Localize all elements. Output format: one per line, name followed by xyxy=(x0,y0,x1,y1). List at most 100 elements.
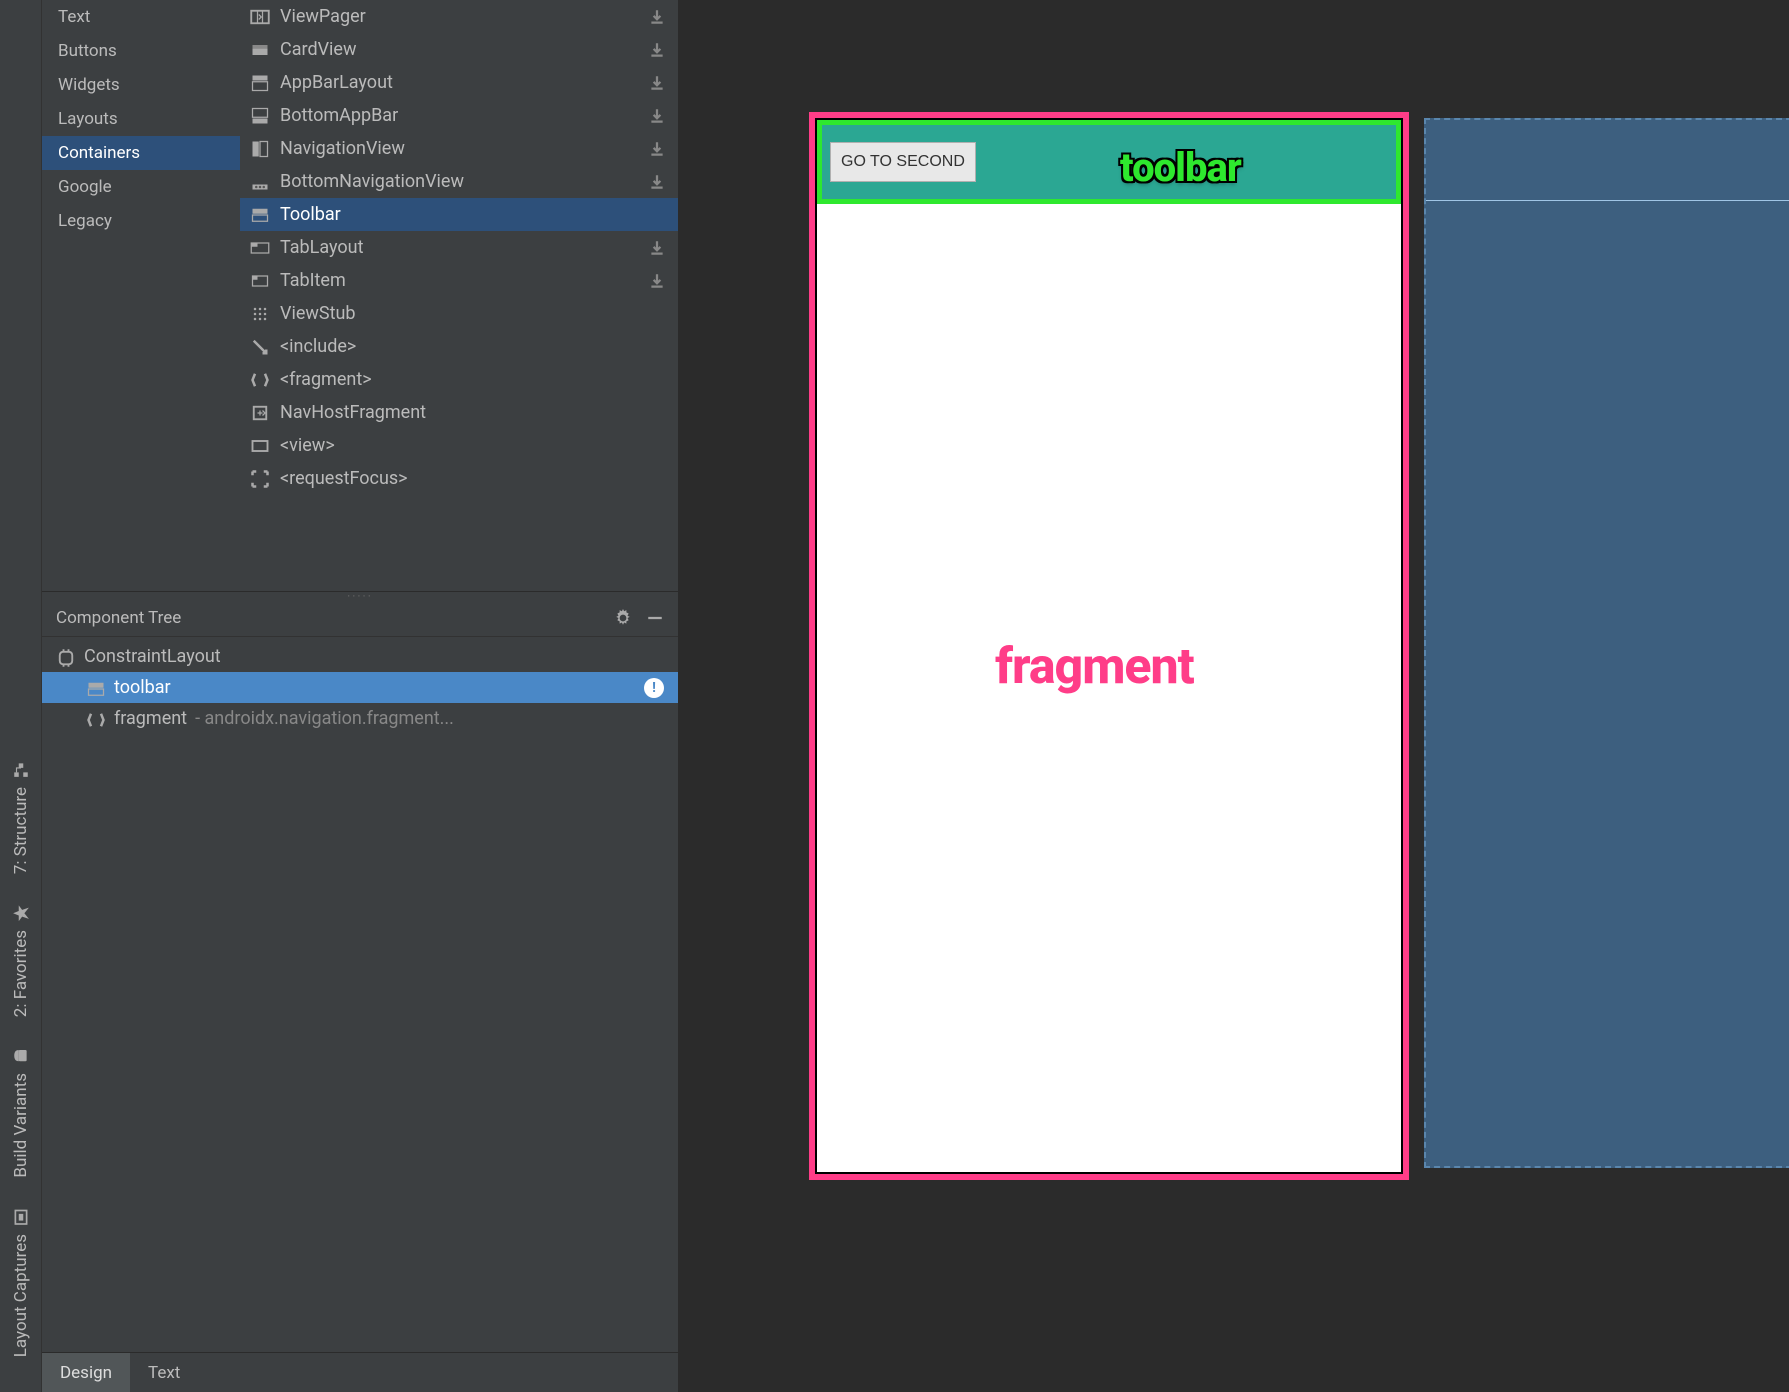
appbar-icon xyxy=(250,73,270,93)
drag-handle[interactable] xyxy=(42,592,678,600)
download-icon[interactable] xyxy=(648,173,668,191)
palette-item-label: CardView xyxy=(280,39,638,60)
tablayout-icon xyxy=(250,238,270,258)
palette: TextButtonsWidgetsLayoutsContainersGoogl… xyxy=(42,0,678,592)
palette-item-label: <include> xyxy=(280,336,668,357)
palette-item-label: Toolbar xyxy=(280,204,668,225)
tree-row-suffix: - androidx.navigation.fragment... xyxy=(195,708,454,729)
rail-label: 7: Structure xyxy=(11,787,31,874)
palette-item[interactable]: <include> xyxy=(240,330,678,363)
annotation-toolbar: toolbar xyxy=(1120,144,1241,191)
rail-build-variants[interactable]: Build Variants xyxy=(11,1032,31,1193)
palette-category[interactable]: Layouts xyxy=(42,102,240,136)
cardview-icon xyxy=(250,40,270,60)
palette-item[interactable]: CardView xyxy=(240,33,678,66)
bottomnav-icon xyxy=(250,172,270,192)
palette-item-label: NavHostFragment xyxy=(280,402,668,423)
tab-design[interactable]: Design xyxy=(42,1353,130,1392)
palette-item-label: <fragment> xyxy=(280,369,668,390)
navview-icon xyxy=(250,139,270,159)
design-canvas[interactable]: GO TO SECOND toolbar fragment xyxy=(679,0,1789,1392)
toolbar-icon xyxy=(250,205,270,225)
device-frame: GO TO SECOND toolbar fragment xyxy=(809,112,1409,1180)
tab-text[interactable]: Text xyxy=(130,1353,198,1392)
constraint-icon xyxy=(56,648,76,666)
warning-icon[interactable]: ! xyxy=(644,678,664,698)
palette-item-label: <view> xyxy=(280,435,668,456)
palette-item[interactable]: AppBarLayout xyxy=(240,66,678,99)
tool-window-rail: 7: Structure 2: Favorites Build Variants… xyxy=(0,0,42,1392)
palette-item[interactable]: <view> xyxy=(240,429,678,462)
download-icon[interactable] xyxy=(648,272,668,290)
tree-row-label: ConstraintLayout xyxy=(84,646,221,667)
toolbar-view[interactable]: GO TO SECOND xyxy=(822,125,1396,199)
palette-item[interactable]: NavigationView xyxy=(240,132,678,165)
rail-favorites[interactable]: 2: Favorites xyxy=(11,889,31,1032)
tree-row[interactable]: toolbar! xyxy=(42,672,678,703)
palette-item[interactable]: BottomAppBar xyxy=(240,99,678,132)
palette-category[interactable]: Widgets xyxy=(42,68,240,102)
blueprint-guide xyxy=(1426,200,1789,201)
download-icon[interactable] xyxy=(648,107,668,125)
android-icon xyxy=(12,1047,30,1065)
star-icon xyxy=(12,904,30,922)
viewpager-icon xyxy=(250,7,270,27)
palette-category[interactable]: Text xyxy=(42,0,240,34)
fragment-icon xyxy=(86,710,106,728)
download-icon[interactable] xyxy=(648,74,668,92)
blueprint-view[interactable] xyxy=(1424,118,1789,1168)
tabitem-icon xyxy=(250,271,270,291)
navhost-icon xyxy=(250,403,270,423)
palette-item-label: ViewStub xyxy=(280,303,668,324)
download-icon[interactable] xyxy=(648,8,668,26)
fragment-icon xyxy=(250,370,270,390)
toolbar-icon xyxy=(86,679,106,697)
captures-icon xyxy=(12,1208,30,1226)
gear-icon[interactable] xyxy=(614,609,632,627)
viewstub-icon xyxy=(250,304,270,324)
rail-label: Build Variants xyxy=(11,1073,31,1178)
palette-item-label: ViewPager xyxy=(280,6,638,27)
rail-layout-captures[interactable]: Layout Captures xyxy=(11,1193,31,1372)
annotation-fragment: fragment xyxy=(995,638,1194,696)
palette-item[interactable]: BottomNavigationView xyxy=(240,165,678,198)
component-tree-header: Component Tree xyxy=(42,600,678,637)
download-icon[interactable] xyxy=(648,41,668,59)
palette-category[interactable]: Containers xyxy=(42,136,240,170)
palette-category[interactable]: Buttons xyxy=(42,34,240,68)
tree-row-label: toolbar xyxy=(114,677,171,698)
palette-item-label: BottomNavigationView xyxy=(280,171,638,192)
palette-item-label: BottomAppBar xyxy=(280,105,638,126)
rail-structure[interactable]: 7: Structure xyxy=(11,746,31,889)
palette-item-label: NavigationView xyxy=(280,138,638,159)
palette-categories: TextButtonsWidgetsLayoutsContainersGoogl… xyxy=(42,0,240,591)
tree-row[interactable]: fragment- androidx.navigation.fragment..… xyxy=(42,703,678,734)
palette-item-label: TabLayout xyxy=(280,237,638,258)
palette-items: ViewPager CardView AppBarLayout BottomAp… xyxy=(240,0,678,591)
palette-item[interactable]: TabLayout xyxy=(240,231,678,264)
palette-item[interactable]: TabItem xyxy=(240,264,678,297)
palette-item[interactable]: ViewStub xyxy=(240,297,678,330)
component-tree: ConstraintLayouttoolbar!fragment- androi… xyxy=(42,637,678,1352)
tree-header-actions xyxy=(614,609,664,627)
minimize-icon[interactable] xyxy=(646,609,664,627)
left-panel: TextButtonsWidgetsLayoutsContainersGoogl… xyxy=(42,0,679,1392)
palette-category[interactable]: Legacy xyxy=(42,204,240,238)
download-icon[interactable] xyxy=(648,140,668,158)
palette-item[interactable]: ViewPager xyxy=(240,0,678,33)
reqfocus-icon xyxy=(250,469,270,489)
editor-tabs: Design Text xyxy=(42,1352,678,1392)
palette-item[interactable]: <fragment> xyxy=(240,363,678,396)
palette-item[interactable]: Toolbar xyxy=(240,198,678,231)
palette-category[interactable]: Google xyxy=(42,170,240,204)
structure-icon xyxy=(12,761,30,779)
download-icon[interactable] xyxy=(648,239,668,257)
tree-row[interactable]: ConstraintLayout xyxy=(42,641,678,672)
palette-item-label: <requestFocus> xyxy=(280,468,668,489)
component-tree-title: Component Tree xyxy=(56,608,181,628)
palette-item[interactable]: NavHostFragment xyxy=(240,396,678,429)
go-to-second-button[interactable]: GO TO SECOND xyxy=(830,142,976,182)
palette-item-label: TabItem xyxy=(280,270,638,291)
include-icon xyxy=(250,337,270,357)
palette-item[interactable]: <requestFocus> xyxy=(240,462,678,495)
